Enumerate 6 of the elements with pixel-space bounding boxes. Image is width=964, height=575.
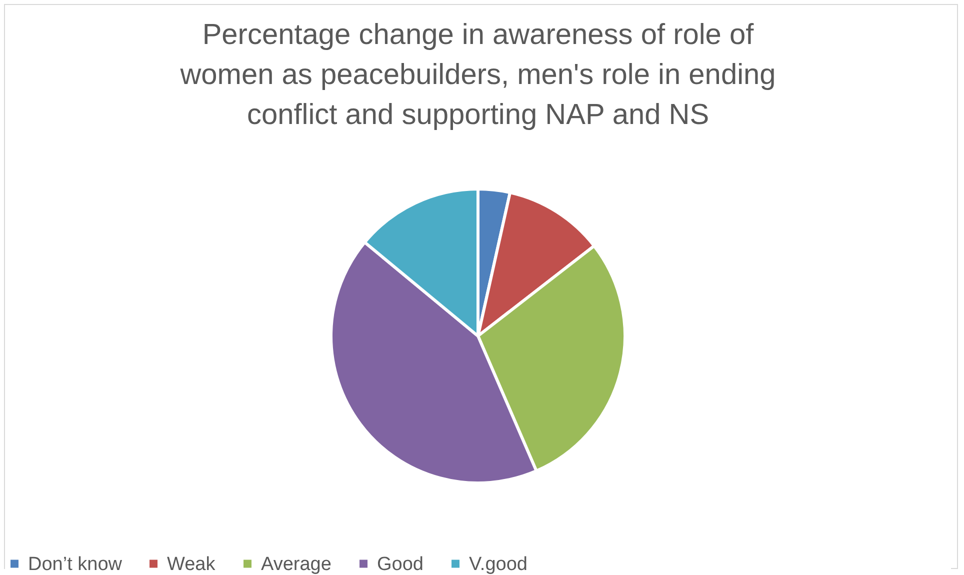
legend-label: Average (261, 554, 332, 575)
legend-label: Good (377, 554, 424, 575)
legend-label: Weak (167, 554, 216, 575)
chart-title: Percentage change in awareness of role of women as peacebuilders, men's role in ending conflict and supporting NAP and NS (179, 19, 776, 131)
legend-label: Don’t know (28, 554, 122, 575)
legend-label: V.good (469, 554, 528, 575)
